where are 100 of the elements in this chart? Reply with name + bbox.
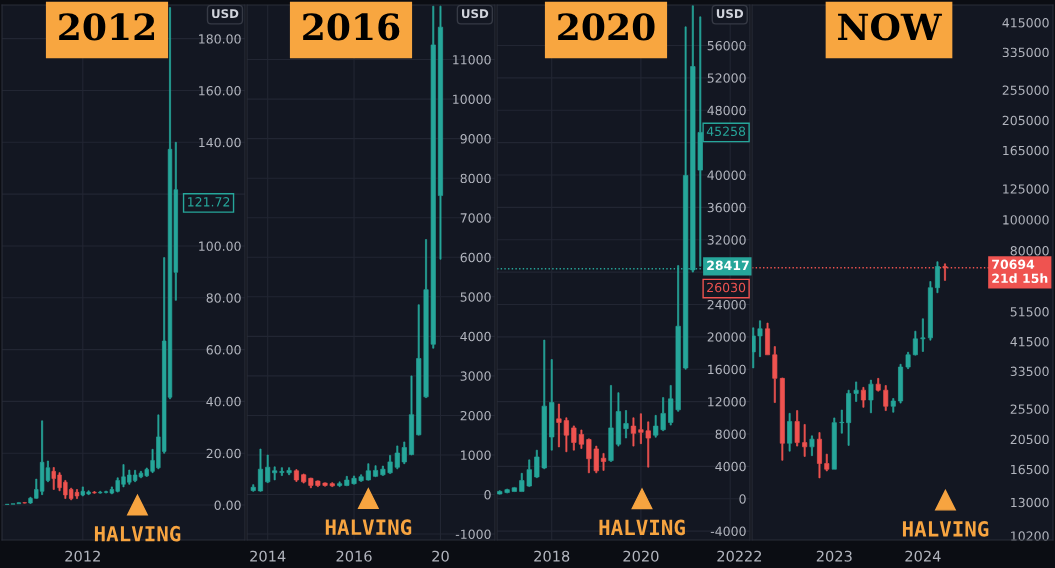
y-axis-title: USD: [212, 9, 239, 19]
candlestick: [571, 425, 577, 451]
candlestick: [365, 463, 371, 481]
candlestick: [905, 351, 911, 370]
chart-title: 2016: [303, 13, 400, 41]
y-tick-label: 0.00: [214, 500, 241, 510]
y-tick-label: 4000: [460, 331, 491, 342]
candlestick: [92, 491, 97, 494]
y-tick-label: 5000: [460, 292, 491, 302]
y-tick-label: 100000: [1003, 215, 1049, 225]
candlestick: [853, 381, 859, 402]
x-tick-label: 2018: [534, 550, 570, 562]
y-tick-label: 36000: [707, 202, 746, 213]
y-tick-label: 2000: [460, 410, 491, 421]
y-tick-label: 3000: [460, 371, 491, 381]
candlestick: [408, 375, 415, 456]
y-tick-label: -1000: [455, 529, 491, 539]
y-tick-label: 335000: [1002, 47, 1049, 58]
candlestick: [890, 398, 896, 413]
y-tick-label: 0: [484, 490, 491, 500]
y-tick-label: 25500: [1010, 404, 1049, 414]
y-tick-label: 56000: [707, 40, 746, 51]
annotation: 26030: [707, 282, 746, 293]
candlestick: [556, 403, 562, 448]
candlestick: [772, 346, 778, 403]
y-tick-label: 20500: [1010, 434, 1049, 445]
y-tick-label: 100.00: [199, 241, 241, 251]
x-tick-label: 2012: [65, 550, 100, 562]
x-tick-label: 202: [717, 550, 743, 562]
candlestick: [860, 387, 866, 408]
y-tick-label: 41500: [1010, 336, 1049, 347]
y-tick-label: 51500: [1010, 307, 1049, 317]
y-tick-label: 13000: [1011, 497, 1049, 508]
y-tick-label: 16000: [708, 364, 746, 375]
candlestick: [293, 469, 299, 482]
annotation: HALVING: [599, 519, 685, 536]
candlestick: [831, 417, 837, 470]
candlestick: [301, 473, 307, 484]
y-tick-label: 20000: [707, 332, 746, 342]
annotation: HALVING: [325, 519, 412, 536]
y-tick-label: 165000: [1003, 145, 1049, 156]
candlestick: [630, 417, 637, 447]
candlestick: [868, 379, 874, 414]
y-tick-label: 6000: [460, 252, 491, 263]
candlestick: [563, 417, 569, 453]
y-tick-label: 180.00: [199, 34, 241, 44]
y-tick-label: 24000: [707, 299, 746, 310]
x-tick-label: 22: [745, 550, 762, 562]
candlestick: [875, 378, 881, 392]
y-tick-label: 80000: [1010, 246, 1049, 256]
candlestick: [250, 484, 256, 492]
y-tick-label: 10200: [1011, 531, 1049, 541]
y-tick-label: 205000: [1002, 115, 1049, 126]
y-tick-label: 8000: [715, 429, 746, 439]
x-tick-label: 2014: [250, 550, 286, 562]
candlestick: [608, 385, 614, 462]
y-tick-label: 48000: [707, 105, 746, 116]
x-tick-label: 2016: [336, 550, 372, 562]
y-axis-title: USD: [462, 9, 489, 19]
x-tick-label: 2020: [623, 550, 659, 562]
candlestick: [549, 359, 555, 451]
candlestick: [802, 424, 808, 457]
candlestick: [787, 413, 793, 452]
candlestick: [600, 453, 607, 471]
candlestick: [920, 318, 926, 352]
ref-line-label: 70694 21d 15h: [992, 259, 1048, 284]
x-tick-label: 2024: [905, 550, 941, 562]
y-tick-label: 40.00: [206, 396, 241, 407]
y-tick-label: 33500: [1010, 366, 1049, 377]
y-tick-label: 32000: [707, 235, 746, 245]
x-tick-label: 20: [432, 550, 449, 562]
chart-title: NOW: [838, 13, 942, 41]
y-tick-label: 160.00: [199, 85, 241, 96]
candlestick: [623, 410, 629, 439]
y-tick-label: 4000: [715, 461, 746, 472]
chart-title: 2020: [558, 13, 655, 41]
chart-title: 2012: [59, 13, 155, 41]
y-tick-label: 40000: [707, 170, 746, 180]
annotation: 45258: [706, 126, 746, 137]
candlestick: [779, 377, 785, 461]
annotation: HALVING: [94, 525, 181, 542]
x-tick-label: 2023: [816, 550, 852, 562]
candlestick: [935, 261, 940, 294]
y-tick-label: 12000: [708, 397, 746, 407]
candlestick: [257, 448, 263, 492]
y-tick-label: 80.00: [206, 293, 241, 303]
y-tick-label: -4000: [710, 526, 746, 537]
candlestick: [578, 429, 584, 449]
ref-line-label: 28417: [707, 260, 749, 271]
candlestick: [817, 432, 822, 479]
candlestick: [883, 385, 889, 411]
candlestick: [809, 435, 815, 457]
candlestick: [765, 322, 770, 356]
text: 121.72: [188, 197, 230, 207]
y-tick-label: 52000: [707, 73, 746, 83]
candlestick: [794, 410, 800, 447]
candlestick: [898, 363, 904, 404]
y-tick-label: 10000: [453, 94, 491, 105]
y-tick-label: 9000: [460, 134, 491, 144]
y-tick-label: 16500: [1011, 464, 1049, 475]
